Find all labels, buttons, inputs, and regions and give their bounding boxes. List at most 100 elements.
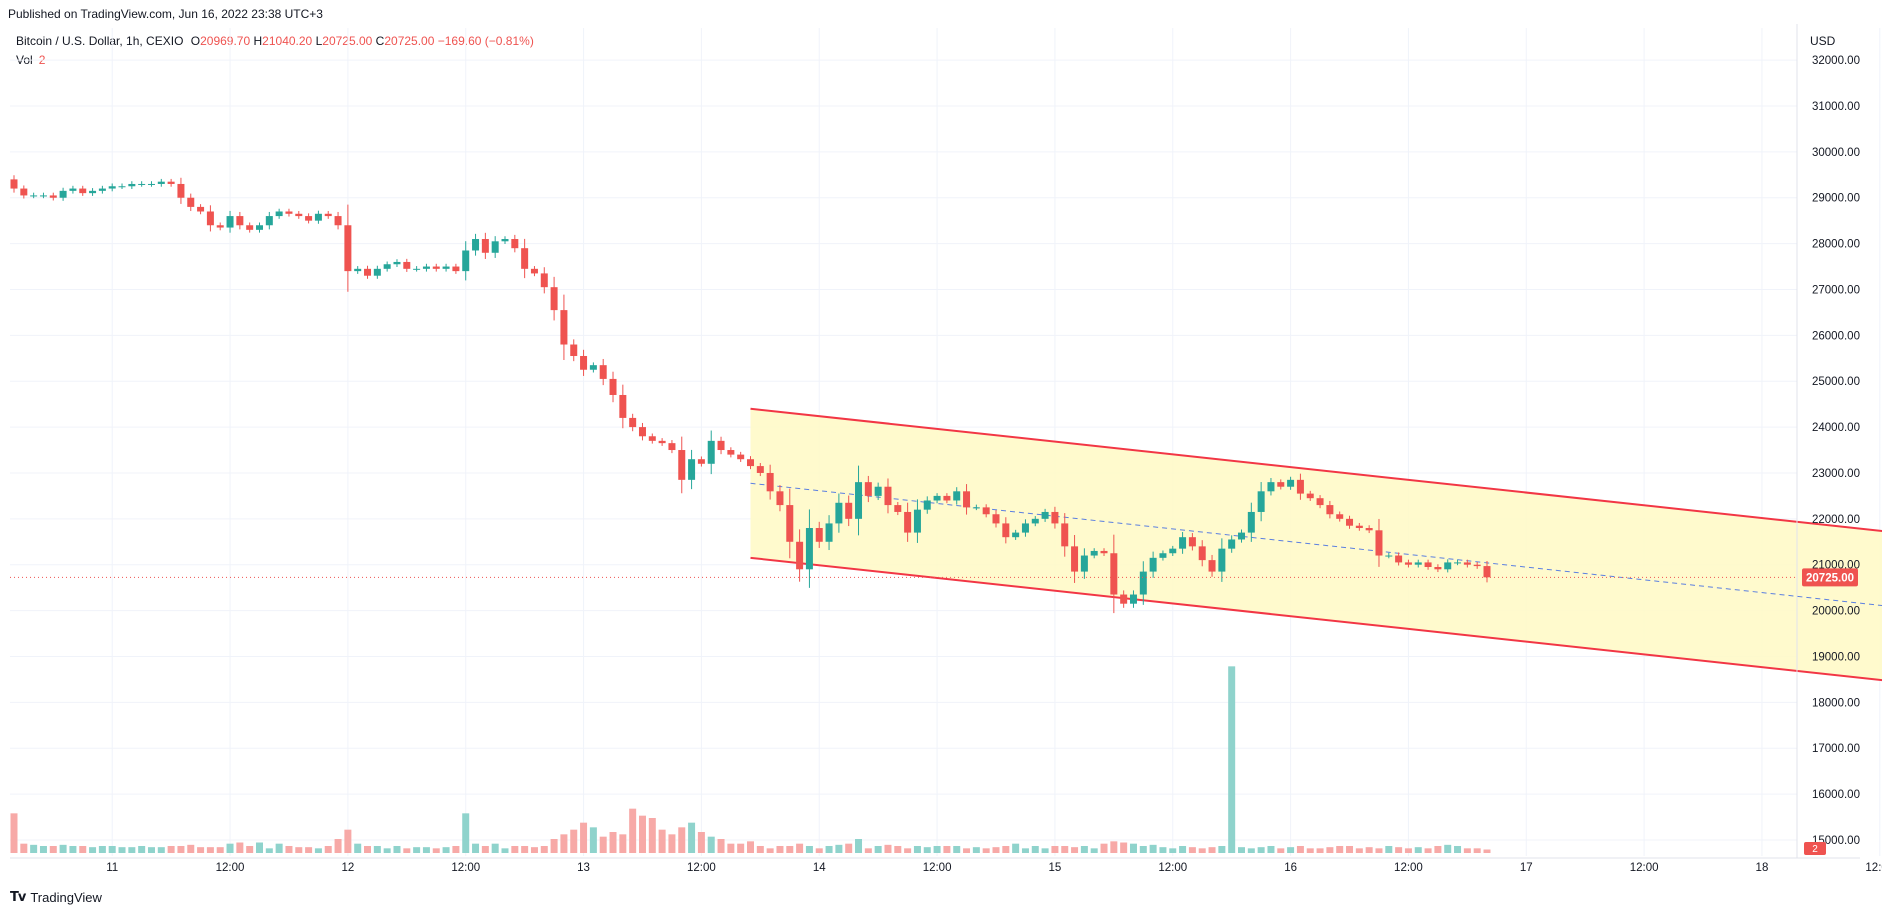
candle-body <box>688 459 696 480</box>
candle-body <box>570 344 578 356</box>
candle-body <box>39 195 47 197</box>
candle-body <box>49 195 57 198</box>
volume-bar <box>747 841 754 853</box>
candle <box>1257 482 1265 522</box>
volume-bar <box>786 846 794 853</box>
candle <box>1483 561 1491 583</box>
candle <box>933 493 941 504</box>
volume-bar <box>530 847 538 853</box>
x-tick-label: 12:00 <box>1394 862 1423 874</box>
volume-bar <box>246 846 254 853</box>
candle <box>364 265 372 279</box>
candle <box>668 440 676 454</box>
candle-body <box>1120 594 1128 604</box>
y-tick-label: 29000.00 <box>1812 193 1860 205</box>
volume-bar <box>383 848 391 853</box>
candle-body <box>550 287 558 311</box>
candle-body <box>128 183 136 187</box>
candle <box>530 266 538 277</box>
x-tick-label: 12:00 <box>1630 862 1659 874</box>
volume-bar <box>1326 847 1334 853</box>
volume-bar <box>1120 842 1128 853</box>
candle <box>10 175 18 193</box>
candle-body <box>177 183 185 198</box>
volume-bars <box>10 666 1491 853</box>
candle-body <box>236 216 244 226</box>
candle <box>972 504 980 511</box>
candle <box>609 371 617 403</box>
candle <box>1110 534 1118 614</box>
candle <box>481 232 489 259</box>
candle <box>982 504 990 518</box>
volume-bar <box>275 843 283 853</box>
volume-bar <box>1218 846 1226 853</box>
volume-bar <box>972 847 980 853</box>
y-tick-label: 24000.00 <box>1812 422 1860 434</box>
volume-bar <box>1149 844 1157 853</box>
candle <box>707 430 715 475</box>
candle-body <box>79 188 87 194</box>
candle-body <box>197 206 205 212</box>
volume-bar <box>1375 848 1383 853</box>
volume-bar <box>1208 847 1216 853</box>
candle <box>776 485 784 512</box>
candle-body <box>1031 518 1039 524</box>
candle-body <box>904 511 912 533</box>
candle-body <box>432 266 440 269</box>
candle <box>1424 559 1432 570</box>
candle <box>560 294 568 361</box>
candle-body <box>206 211 214 226</box>
candle <box>1238 529 1245 543</box>
volume-bar <box>1139 846 1147 853</box>
candle-body <box>314 213 322 221</box>
volume-bar <box>923 847 931 853</box>
volume-bar <box>904 848 912 853</box>
volume-bar <box>1129 843 1137 853</box>
candle-body <box>776 491 784 506</box>
volume-bar <box>206 847 214 853</box>
candle-body <box>815 528 823 542</box>
open-label: O <box>190 34 201 48</box>
candle-body <box>30 195 38 197</box>
candle <box>1336 511 1344 522</box>
volume-bar <box>285 846 293 853</box>
candles <box>10 175 1491 614</box>
tradingview-wordmark: TradingView <box>30 889 102 905</box>
candle <box>236 211 244 230</box>
candle-body <box>1002 523 1010 538</box>
volume-bar <box>1454 846 1462 853</box>
tradingview-logo: 𝗧𝘃 TradingView <box>10 889 102 905</box>
candle-body <box>1287 479 1295 487</box>
candle <box>1414 559 1422 568</box>
volume-bar <box>874 846 882 853</box>
volume-bar <box>128 847 136 853</box>
candle-body <box>580 355 588 370</box>
candle-body <box>481 239 489 253</box>
candle <box>1012 529 1020 540</box>
candle-body <box>295 213 303 217</box>
volume-bar <box>472 843 480 853</box>
candle <box>1159 550 1167 561</box>
volume-bar <box>422 847 430 853</box>
y-tick-label: 31000.00 <box>1812 101 1860 113</box>
candle-body <box>452 266 460 272</box>
candle-body <box>638 427 646 437</box>
candle <box>1090 548 1098 559</box>
candle <box>98 185 106 194</box>
candle-body <box>933 495 941 501</box>
candle-body <box>1414 562 1422 565</box>
candle <box>992 510 1000 528</box>
y-tick-label: 20000.00 <box>1812 606 1860 618</box>
volume-bar <box>943 846 951 853</box>
candle <box>923 496 931 514</box>
candle <box>1198 540 1206 567</box>
candle <box>324 211 332 219</box>
volume-bar <box>432 848 440 853</box>
volume-bar <box>1188 847 1196 853</box>
candle <box>403 258 411 272</box>
volume-bar <box>1041 848 1049 853</box>
candle-body <box>717 440 725 451</box>
candle <box>1041 508 1049 522</box>
volume-bar <box>511 846 519 853</box>
